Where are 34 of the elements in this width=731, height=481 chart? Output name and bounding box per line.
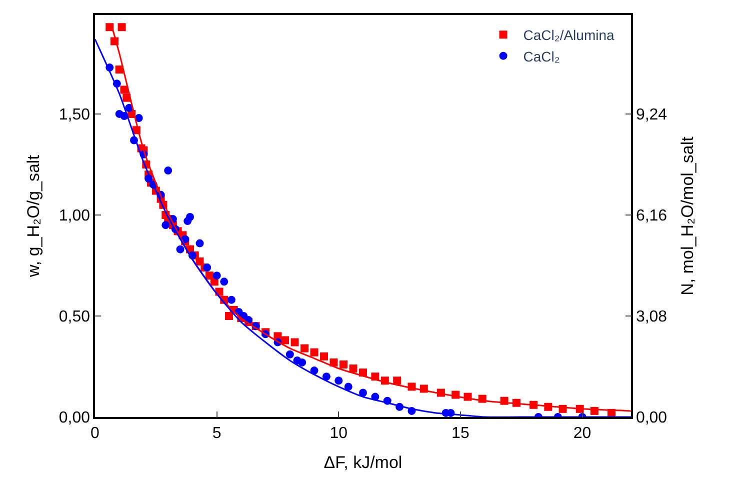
x-tick-label: 10 (330, 424, 348, 442)
point (164, 166, 172, 175)
point (359, 388, 367, 397)
y-tick-label: 1,50 (58, 106, 90, 124)
x-axis-title: ΔF, kJ/mol (324, 452, 402, 472)
y2-axis-title: N, mol_H₂O/mol_salt (678, 136, 698, 296)
legend-label: CaCl₂/Alumina (523, 27, 615, 44)
point (344, 382, 352, 391)
x-tick-label: 5 (212, 424, 222, 442)
y2-tick-label: 0,00 (636, 410, 668, 427)
point (286, 350, 294, 358)
y-axis-title: w, g_H₂O/g_salt (24, 154, 43, 278)
point (298, 358, 306, 366)
x-tick-label: 15 (452, 424, 470, 442)
y2-tick-label: 9,24 (636, 106, 668, 124)
y-tick-label: 0,50 (58, 308, 90, 326)
y-tick-label: 0,00 (58, 410, 90, 427)
point (227, 296, 236, 304)
point (322, 372, 330, 381)
point (196, 239, 204, 248)
point (162, 221, 170, 230)
point (212, 272, 221, 280)
y2-tick-label: 6,16 (636, 207, 668, 224)
point (186, 213, 194, 222)
point (334, 376, 343, 385)
y2-tick-label: 3,08 (636, 308, 668, 326)
legend-label: CaCl₂ (523, 48, 560, 64)
y-tick-label: 1,00 (58, 208, 90, 225)
point (203, 264, 212, 272)
x-tick-label: 20 (573, 424, 592, 442)
x-tick-label: 0 (90, 424, 100, 442)
point (220, 278, 228, 286)
point (176, 245, 184, 254)
point (134, 114, 143, 122)
